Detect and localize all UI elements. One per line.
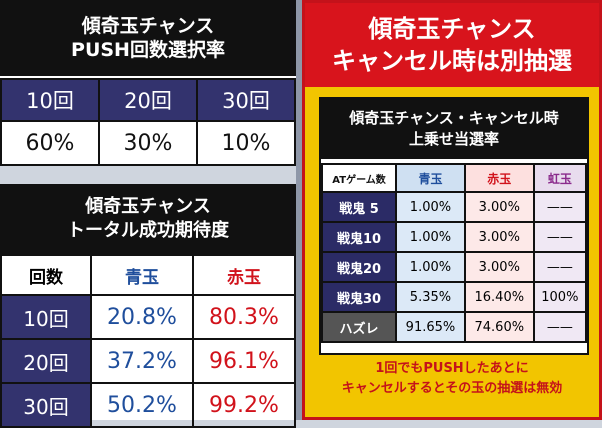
cancel-title-line1: 傾奇玉チャンス: [368, 15, 536, 43]
push-panel-title: 傾奇玉チャンス PUSH回数選択率: [0, 0, 296, 76]
total-row-label: 20回: [0, 338, 92, 384]
total-success-table: 回数 青玉 赤玉 10回 20.8% 80.3% 20回 37.2% 96.1%…: [0, 254, 296, 428]
total-blue-value: 50.2%: [90, 382, 194, 428]
bonus-title-line2: 上乗せ当選率: [408, 130, 499, 148]
red-rate: 3.00%: [463, 251, 535, 283]
red-rate: 3.00%: [463, 191, 535, 223]
blue-rate: 1.00%: [395, 191, 466, 223]
col-red-ball: 赤玉: [463, 163, 535, 193]
cancel-lottery-panel: 傾奇玉チャンス キャンセル時は別抽選 傾奇玉チャンス・キャンセル時 上乗せ当選率…: [302, 0, 602, 420]
rainbow-rate: ——: [532, 251, 588, 283]
red-rate: 16.40%: [463, 281, 535, 313]
note-line2: キャンセルするとその玉の抽選は無効: [341, 381, 563, 396]
rainbow-rate: 100%: [532, 281, 588, 313]
bonus-rate-table: ATゲーム数 青玉 赤玉 虹玉 戦鬼 5 1.00% 3.00% —— 戦鬼10…: [320, 163, 588, 343]
push-header-20: 20回: [98, 78, 198, 122]
cancel-panel-title: 傾奇玉チャンス キャンセル時は別抽選: [305, 3, 599, 87]
table-row: 戦鬼30 5.35% 16.40% 100%: [320, 281, 588, 313]
table-row: 20回 37.2% 96.1%: [0, 338, 296, 384]
push-value-10: 60%: [0, 120, 100, 166]
total-title-line1: 傾奇玉チャンス: [85, 196, 211, 217]
total-row-label: 30回: [0, 382, 92, 428]
table-row: 戦鬼20 1.00% 3.00% ——: [320, 251, 588, 283]
push-rate-table: 10回 20回 30回 60% 30% 10%: [0, 78, 296, 166]
bonus-rate-title: 傾奇玉チャンス・キャンセル時 上乗せ当選率: [321, 99, 587, 159]
rainbow-rate: ——: [532, 311, 588, 343]
note-line1: 1回でもPUSHしたあとに: [375, 361, 529, 376]
background-strip: [296, 0, 302, 420]
push-count-panel: 傾奇玉チャンス PUSH回数選択率 10回 20回 30回 60% 30% 10…: [0, 0, 296, 166]
push-value-30: 10%: [196, 120, 296, 166]
total-red-value: 99.2%: [192, 382, 296, 428]
total-red-value: 80.3%: [192, 294, 296, 340]
red-rate: 3.00%: [463, 221, 535, 253]
total-col-count: 回数: [0, 254, 92, 296]
table-row: ハズレ 91.65% 74.60% ——: [320, 311, 588, 343]
total-success-panel: 傾奇玉チャンス トータル成功期待度 回数 青玉 赤玉 10回 20.8% 80.…: [0, 184, 296, 428]
blue-rate: 1.00%: [395, 221, 466, 253]
cancel-title-line2: キャンセル時は別抽選: [332, 47, 572, 75]
total-col-red: 赤玉: [192, 254, 296, 296]
push-value-20: 30%: [98, 120, 198, 166]
total-blue-value: 37.2%: [90, 338, 194, 384]
row-label: 戦鬼10: [320, 221, 398, 253]
table-row: 戦鬼 5 1.00% 3.00% ——: [320, 191, 588, 223]
blue-rate: 1.00%: [395, 251, 466, 283]
total-title-line2: トータル成功期待度: [67, 220, 229, 241]
push-header-30: 30回: [196, 78, 296, 122]
table-row: 30回 50.2% 99.2%: [0, 382, 296, 428]
push-header-10: 10回: [0, 78, 100, 122]
cancel-note: 1回でもPUSHしたあとに キャンセルするとその玉の抽選は無効: [305, 359, 599, 399]
push-title-line2: PUSH回数選択率: [71, 39, 225, 61]
rainbow-rate: ——: [532, 191, 588, 223]
push-title-line1: 傾奇玉チャンス: [81, 15, 215, 37]
blue-rate: 5.35%: [395, 281, 466, 313]
red-rate: 74.60%: [463, 311, 535, 343]
bonus-rate-box: 傾奇玉チャンス・キャンセル時 上乗せ当選率 ATゲーム数 青玉 赤玉 虹玉 戦鬼…: [319, 97, 589, 355]
total-panel-title: 傾奇玉チャンス トータル成功期待度: [0, 184, 296, 254]
row-label: ハズレ: [320, 311, 398, 343]
total-red-value: 96.1%: [192, 338, 296, 384]
col-at-games: ATゲーム数: [320, 163, 398, 193]
total-row-label: 10回: [0, 294, 92, 340]
rainbow-rate: ——: [532, 221, 588, 253]
bonus-title-line1: 傾奇玉チャンス・キャンセル時: [349, 109, 559, 127]
table-row: 戦鬼10 1.00% 3.00% ——: [320, 221, 588, 253]
blue-rate: 91.65%: [395, 311, 466, 343]
row-label: 戦鬼 5: [320, 191, 398, 223]
row-label: 戦鬼30: [320, 281, 398, 313]
total-col-blue: 青玉: [90, 254, 194, 296]
table-row: 10回 20.8% 80.3%: [0, 294, 296, 340]
total-blue-value: 20.8%: [90, 294, 194, 340]
row-label: 戦鬼20: [320, 251, 398, 283]
col-rainbow-ball: 虹玉: [532, 163, 588, 193]
col-blue-ball: 青玉: [395, 163, 466, 193]
